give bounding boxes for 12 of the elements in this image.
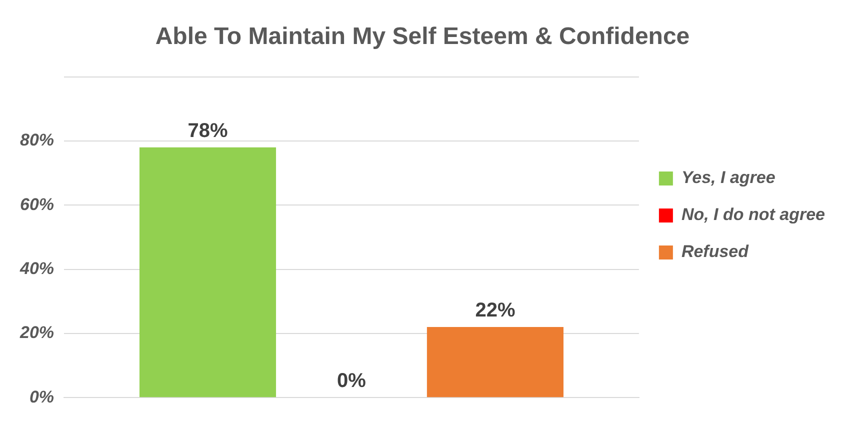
data-label: 22% [475, 300, 516, 322]
legend-label: Yes, I agree [681, 168, 776, 188]
y-tick-label: 40% [18, 258, 54, 278]
legend-label: Refused [681, 242, 750, 262]
y-tick-label: 0% [29, 387, 54, 406]
y-tick-label: 20% [18, 323, 54, 342]
y-tick-label: 80% [20, 130, 54, 150]
y-tick-label: 60% [20, 194, 54, 214]
data-label: 78% [188, 120, 228, 142]
data-label: 0% [337, 370, 366, 392]
chart-title: Able To Maintain My Self Esteem & Confidence [155, 23, 690, 50]
legend-label: No, I do not agree [681, 205, 825, 224]
